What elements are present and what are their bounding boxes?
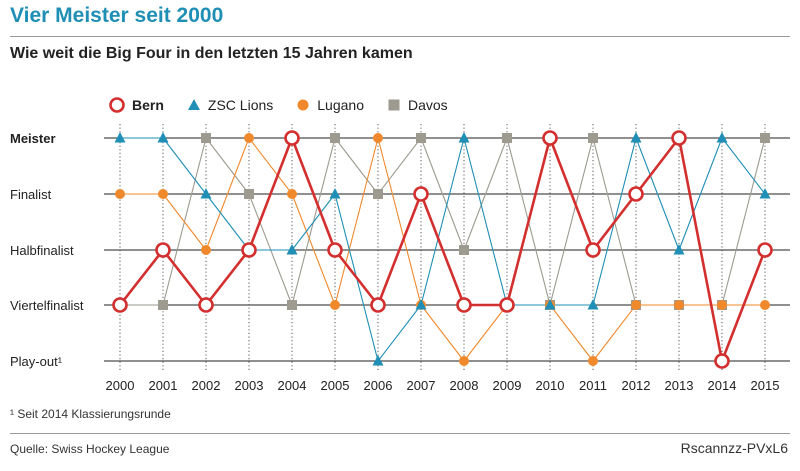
data-point-bern [714,353,730,369]
open-circle-marker-icon [109,97,125,113]
data-point-zsc-lions [372,355,384,366]
x-tick-label: 2015 [751,378,780,393]
data-point-lugano [330,300,340,310]
data-point-davos [287,300,297,310]
data-point-davos [416,133,426,143]
legend-label-bern: Bern [132,97,164,113]
data-point-zsc-lions [114,132,126,143]
x-tick-label: 2004 [278,378,307,393]
data-point-davos [373,189,383,199]
y-tick-label: Viertelfinalist [10,298,84,313]
data-point-zsc-lions [458,132,470,143]
source-note: Quelle: Swiss Hockey League [10,442,170,456]
data-point-davos [201,133,211,143]
y-tick-label: Finalist [10,187,52,202]
legend-item-zsc-lions: ZSC Lions [186,97,273,113]
legend-item-davos: Davos [386,97,448,113]
data-point-zsc-lions [759,188,771,199]
data-point-lugano [201,245,211,255]
data-point-davos [588,133,598,143]
data-point-lugano [158,189,168,199]
x-tick-label: 2007 [407,378,436,393]
data-point-bern [456,297,472,313]
data-point-lugano [373,133,383,143]
chart-title: Vier Meister seit 2000 [10,4,224,27]
data-point-lugano [115,189,125,199]
data-point-bern [155,242,171,258]
series-line-bern [118,136,767,363]
data-point-davos [760,133,770,143]
data-point-bern [671,130,687,146]
data-point-zsc-lions [673,244,685,255]
data-point-bern [628,186,644,202]
data-point-bern [757,242,773,258]
footnote: ¹ Seit 2014 Klassierungsrunde [10,407,171,421]
chart-legend: Bern ZSC Lions Lugano Davos [108,96,470,114]
chart-subtitle: Wie weit die Big Four in den letzten 15 … [10,45,413,62]
series-line-zsc-lions [120,137,766,362]
y-tick-label: Meister [10,131,56,146]
data-point-bern [585,242,601,258]
triangle-marker-icon [187,99,200,110]
x-tick-label: 2003 [235,378,264,393]
data-point-zsc-lions [544,299,556,310]
data-point-davos [158,300,168,310]
data-point-bern [370,297,386,313]
data-point-lugano [588,356,598,366]
x-tick-label: 2008 [450,378,479,393]
x-tick-label: 2000 [106,378,135,393]
legend-label-davos: Davos [407,97,448,113]
data-point-bern [284,130,300,146]
data-point-zsc-lions [630,132,642,143]
data-point-zsc-lions [200,188,212,199]
x-tick-label: 2001 [149,378,178,393]
data-point-zsc-lions [286,244,298,255]
data-point-zsc-lions [157,132,169,143]
title-divider [10,36,790,37]
x-tick-label: 2002 [192,378,221,393]
data-point-lugano [717,300,727,310]
x-tick-label: 2005 [321,378,350,393]
data-point-lugano [244,133,254,143]
x-tick-label: 2012 [622,378,651,393]
x-tick-label: 2011 [579,378,607,393]
x-tick-label: 2009 [493,378,522,393]
data-point-lugano [287,189,297,199]
data-point-davos [244,189,254,199]
legend-label-lugano: Lugano [317,97,364,113]
filled-circle-marker-icon [297,99,309,111]
data-point-bern [542,130,558,146]
x-tick-label: 2006 [364,378,393,393]
data-point-lugano [631,300,641,310]
data-point-bern [413,186,429,202]
data-point-davos [330,133,340,143]
x-tick-label: 2010 [536,378,565,393]
footer-divider [10,433,790,434]
data-point-zsc-lions [716,132,728,143]
data-point-bern [198,297,214,313]
data-point-bern [327,242,343,258]
y-tick-label: Halbfinalist [10,243,74,258]
legend-label-zsc-lions: ZSC Lions [207,97,274,113]
data-point-bern [112,297,128,313]
square-marker-icon [388,99,400,111]
data-point-zsc-lions [587,299,599,310]
data-point-bern [499,297,515,313]
data-point-zsc-lions [415,299,427,310]
x-tick-label: 2014 [708,378,737,393]
credit-label: Rscannzz-PVxL6 [680,440,788,456]
y-tick-label: Play-out¹ [10,354,63,369]
legend-item-lugano: Lugano [295,97,364,113]
data-point-davos [502,133,512,143]
data-point-lugano [674,300,684,310]
data-point-bern [241,242,257,258]
data-point-lugano [459,356,469,366]
series-line-lugano [120,137,765,362]
data-point-lugano [760,300,770,310]
legend-item-bern: Bern [108,96,164,114]
data-point-davos [459,245,469,255]
x-tick-label: 2013 [665,378,694,393]
data-point-zsc-lions [329,188,341,199]
